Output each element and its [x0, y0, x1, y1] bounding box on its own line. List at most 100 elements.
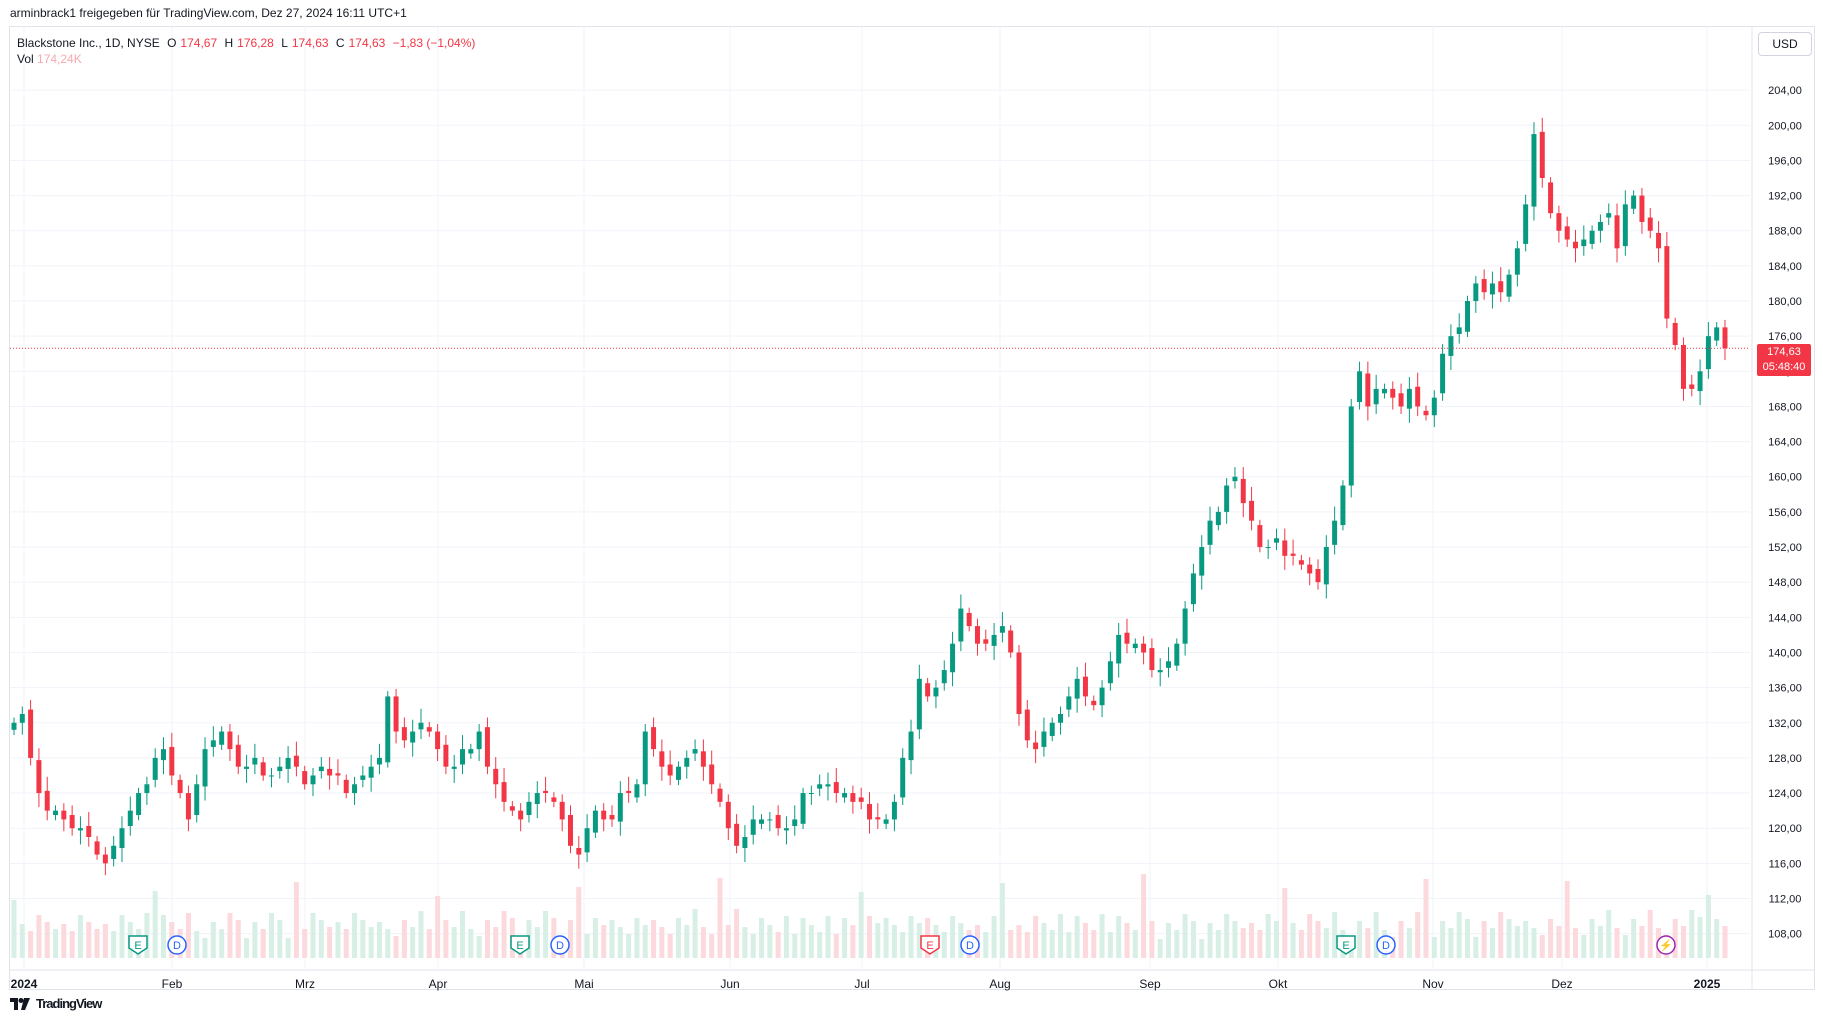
candle-body	[1705, 336, 1711, 370]
legend-close-value: 174,63	[348, 36, 386, 50]
x-tick-label: Apr	[429, 977, 448, 991]
x-tick-label: Mrz	[295, 977, 315, 991]
candle-body	[966, 612, 972, 627]
dividend-marker-icon	[167, 935, 187, 955]
volume-bar	[800, 918, 806, 958]
candle-body	[410, 731, 416, 743]
dividend-marker-icon	[550, 935, 570, 955]
volume-bar	[460, 911, 466, 958]
volume-bar	[1082, 923, 1088, 958]
candle-body	[842, 793, 848, 798]
candle-body	[659, 751, 665, 767]
candle-body	[69, 815, 75, 829]
candle-body	[626, 790, 632, 794]
volume-bar	[709, 934, 715, 958]
volume-bar	[1107, 932, 1113, 958]
volume-bar	[1456, 912, 1462, 958]
candle-body	[343, 779, 349, 794]
y-tick-label: 148,00	[1768, 577, 1802, 589]
volume-bar	[1166, 923, 1172, 958]
volume-bar	[1008, 930, 1014, 958]
candle-body	[817, 784, 823, 789]
candle-body	[1174, 643, 1180, 666]
candle-body	[1307, 564, 1313, 574]
volume-bar	[1058, 914, 1064, 958]
candle-body	[194, 784, 200, 816]
candle-body	[675, 766, 681, 780]
candle-body	[891, 801, 897, 820]
candle-body	[925, 683, 931, 697]
candle-body	[1132, 643, 1138, 649]
candle-body	[584, 828, 590, 853]
y-tick-label: 112,00	[1769, 893, 1802, 905]
volume-bar	[1705, 895, 1711, 958]
volume-bar	[244, 938, 250, 958]
volume-bar	[717, 878, 723, 958]
candle-body	[335, 773, 341, 776]
candle-body	[526, 801, 532, 816]
candle-body	[1406, 388, 1412, 409]
volume-bar	[792, 934, 798, 958]
volume-bar	[1024, 932, 1030, 958]
legend-symbol[interactable]: Blackstone Inc., 1D, NYSE	[17, 36, 160, 50]
candle-body	[310, 775, 316, 785]
legend-high-value: 176,28	[237, 36, 274, 50]
volume-bar	[891, 925, 897, 958]
volume-bar	[1357, 921, 1363, 958]
candle-body	[908, 731, 914, 761]
volume-bar	[659, 927, 665, 958]
candle-body	[360, 775, 366, 780]
candle-body	[1448, 336, 1454, 356]
candle-body	[443, 744, 449, 767]
candle-body	[1614, 215, 1620, 249]
candle-body	[534, 793, 540, 805]
candle-body	[1315, 569, 1321, 583]
candle-body	[601, 810, 607, 820]
candle-body	[1415, 386, 1421, 407]
footer-brand[interactable]: TradingView	[36, 996, 102, 1011]
candle-body	[136, 793, 142, 816]
event-marker-label: D	[556, 940, 564, 952]
candle-body	[302, 771, 308, 785]
candle-body	[1074, 678, 1080, 699]
candle-body	[1506, 274, 1512, 297]
volume-bar	[1332, 912, 1338, 958]
legend-low-value: 174,63	[291, 36, 329, 50]
candle-body	[1033, 742, 1039, 750]
candle-body	[767, 819, 773, 821]
candle-body	[1597, 221, 1603, 231]
candle-body	[576, 847, 582, 855]
volume-bar	[410, 927, 416, 958]
currency-button[interactable]: USD	[1758, 32, 1812, 56]
volume-bar	[592, 918, 598, 958]
volume-bar	[210, 922, 216, 958]
volume-bar	[1606, 910, 1612, 958]
volume-bar	[1581, 935, 1587, 958]
volume-bar	[750, 934, 756, 958]
volume-bar	[1481, 921, 1487, 958]
volume-bar	[1091, 930, 1097, 958]
candle-body	[426, 727, 432, 732]
volume-bar	[543, 911, 549, 958]
candle-body	[102, 854, 108, 864]
x-tick-label: Sep	[1139, 977, 1161, 991]
x-tick-label: 2024	[11, 977, 38, 991]
candle-body	[152, 757, 158, 780]
legend-volume-label[interactable]: Vol	[17, 52, 34, 66]
candle-body	[260, 762, 266, 776]
candle-body	[883, 819, 889, 824]
candle-body	[1722, 327, 1728, 349]
volume-bar	[1373, 912, 1379, 958]
volume-bar	[1174, 930, 1180, 958]
candle-body	[401, 727, 407, 741]
volume-bar	[86, 922, 92, 958]
volume-bar	[451, 927, 457, 958]
volume-bar	[152, 891, 158, 958]
candle-body	[327, 768, 333, 776]
candle-body	[1282, 540, 1288, 556]
candle-body	[385, 696, 391, 763]
volume-bar	[443, 920, 449, 958]
volume-bar	[318, 920, 324, 958]
volume-bar	[842, 918, 848, 958]
